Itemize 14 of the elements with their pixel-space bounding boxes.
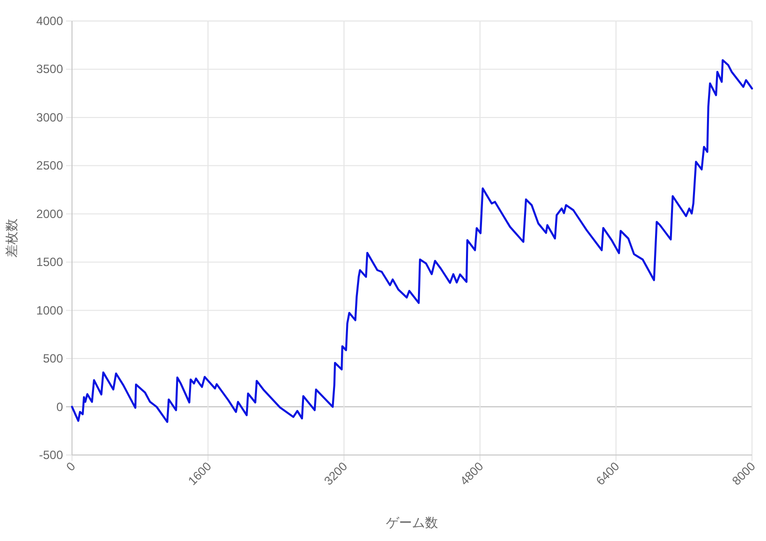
y-tick-label: 0 bbox=[56, 400, 64, 414]
y-tick-label: 500 bbox=[42, 352, 64, 366]
y-tick-label: 3500 bbox=[36, 62, 64, 76]
y-tick-label: 4000 bbox=[36, 14, 64, 28]
x-axis-title: ゲーム数 bbox=[386, 515, 438, 530]
y-axis-title: 差枚数 bbox=[4, 218, 19, 258]
y-tick-label: -500 bbox=[38, 448, 64, 462]
line-series bbox=[71, 59, 753, 423]
y-tick-label: 1000 bbox=[36, 303, 64, 318]
y-tick-label: 2000 bbox=[36, 206, 64, 221]
x-tick-label: 0 bbox=[63, 459, 78, 474]
y-tick-label: 3000 bbox=[36, 110, 64, 124]
y-tick-label: 2500 bbox=[36, 158, 64, 173]
y-tick-label: 1500 bbox=[36, 255, 64, 270]
